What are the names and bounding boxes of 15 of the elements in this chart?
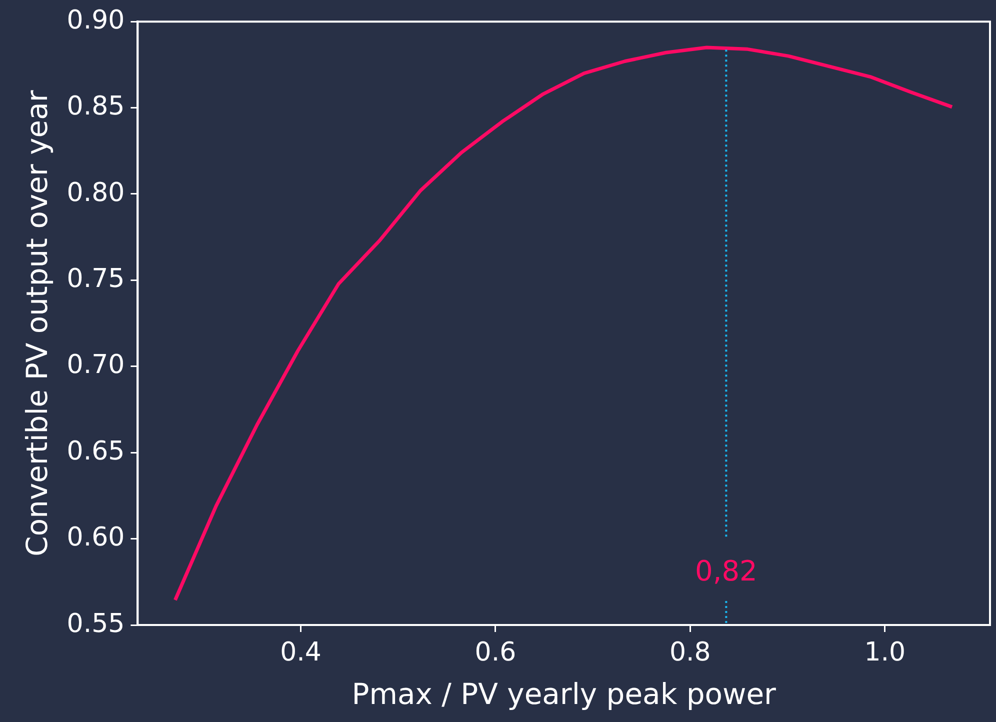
y-tick-label: 0.80: [66, 178, 125, 208]
x-tick-label: 0.6: [474, 637, 516, 668]
y-tick-label: 0.60: [66, 522, 125, 553]
x-tick-label: 0.4: [280, 637, 322, 668]
x-tick-label: 1.0: [864, 637, 906, 668]
y-tick-label: 0.55: [66, 608, 125, 639]
annotation: 0,82: [695, 554, 758, 588]
x-tick-label: 0.8: [669, 637, 711, 668]
y-tick-label: 0.90: [66, 5, 125, 36]
y-tick-label: 0.85: [66, 92, 125, 122]
y-tick-label: 0.75: [66, 264, 125, 294]
y-axis-title: Convertible PV output over year: [20, 90, 54, 556]
y-tick-label: 0.70: [66, 350, 125, 380]
y-tick-label: 0.65: [66, 436, 125, 466]
x-axis-title: Pmax / PV yearly peak power: [352, 677, 776, 712]
